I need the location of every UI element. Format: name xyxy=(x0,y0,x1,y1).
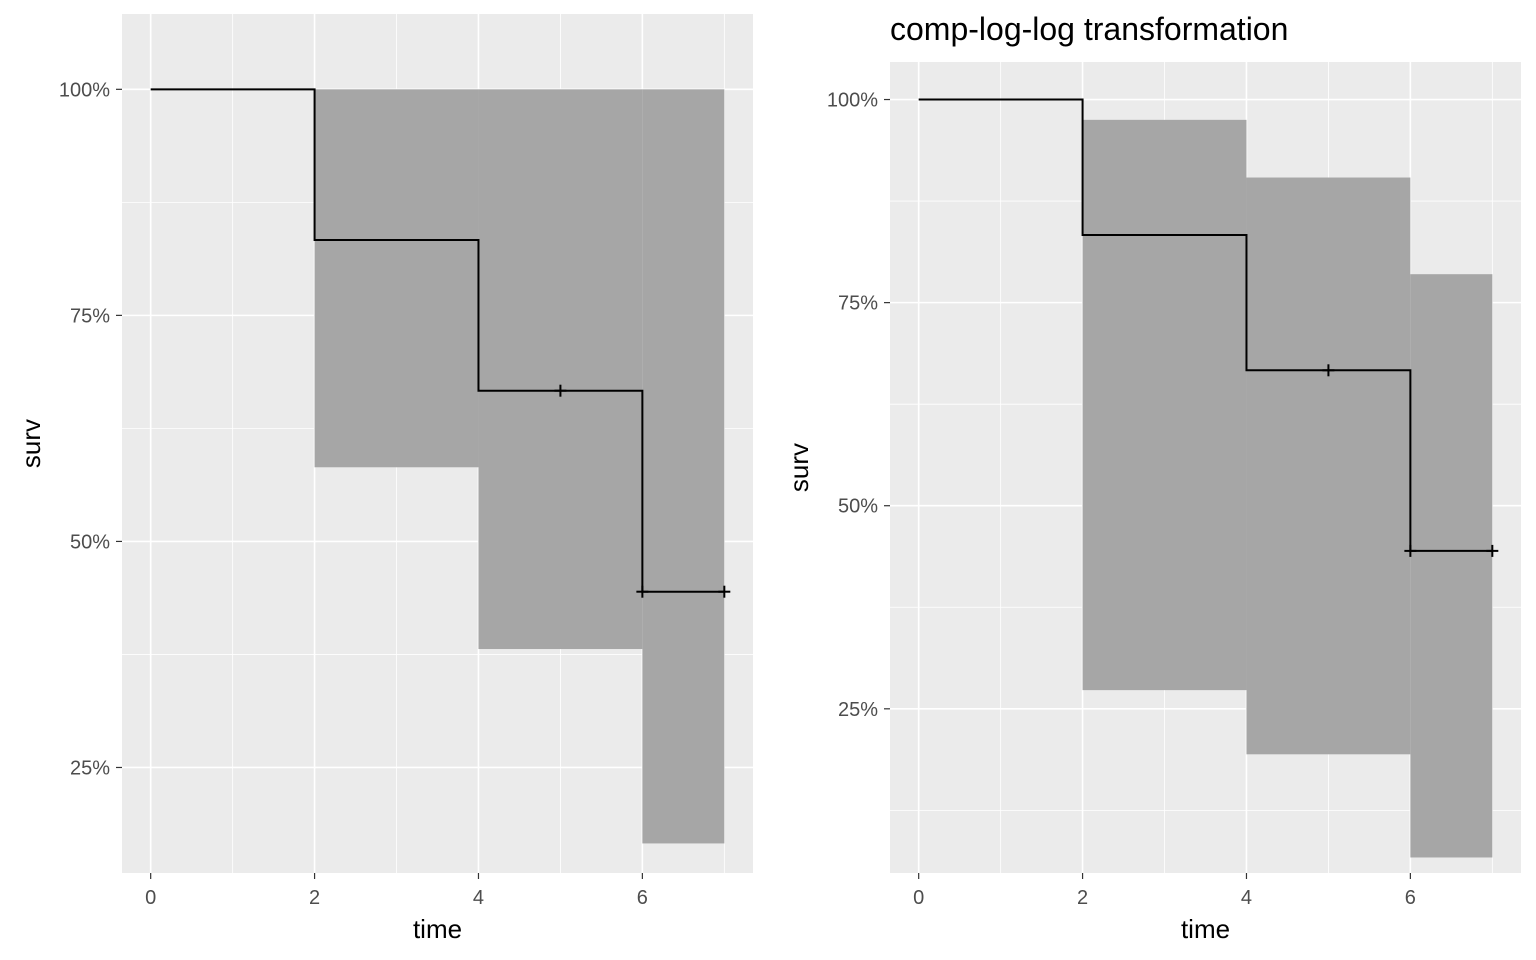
ci-band-segment xyxy=(1082,119,1247,691)
x-tick-label: 6 xyxy=(1405,887,1416,909)
censor-mark xyxy=(1486,544,1499,557)
y-axis-title: surv xyxy=(784,443,814,492)
y-tick-label: 50% xyxy=(70,531,110,553)
survival-step-line xyxy=(918,98,1493,552)
y-tick-label: 75% xyxy=(70,305,110,327)
y-tick-label: 25% xyxy=(70,757,110,779)
y-tick-label: 25% xyxy=(838,699,878,721)
chart-panel-2: 0 2 4 6 25% 50% 75% 100% time surv comp-log-log tr… xyxy=(784,11,1521,944)
ci-band-segment xyxy=(1246,177,1411,755)
y-tick-label: 75% xyxy=(838,293,878,315)
censor-mark xyxy=(1404,544,1417,557)
censor-mark xyxy=(554,384,567,397)
censor-mark xyxy=(718,585,731,598)
ci-band-segment xyxy=(1410,274,1493,858)
censor-mark xyxy=(1322,364,1335,377)
ci-band-segment xyxy=(314,89,479,468)
x-tick-label: 4 xyxy=(473,887,484,909)
ci-band-segment xyxy=(478,89,643,650)
x-axis-title: time xyxy=(413,914,462,944)
survival-step-line xyxy=(150,88,725,593)
y-axis-title: surv xyxy=(16,419,46,468)
y-tick-label: 50% xyxy=(838,496,878,518)
x-tick-label: 0 xyxy=(145,887,156,909)
chart-title: comp-log-log transformation xyxy=(890,11,1288,47)
x-tick-label: 6 xyxy=(637,887,648,909)
censor-mark xyxy=(636,585,649,598)
y-tick-label: 100% xyxy=(59,79,110,101)
chart-panel-1: 0 2 4 6 25% 50% 75% 100% time surv xyxy=(16,14,753,944)
ci-band-segment xyxy=(642,89,725,844)
x-axis-title: time xyxy=(1181,914,1230,944)
y-tick-label: 100% xyxy=(827,90,878,112)
x-tick-label: 2 xyxy=(309,887,320,909)
x-tick-label: 0 xyxy=(913,887,924,909)
x-tick-label: 4 xyxy=(1241,887,1252,909)
x-tick-label: 2 xyxy=(1077,887,1088,909)
